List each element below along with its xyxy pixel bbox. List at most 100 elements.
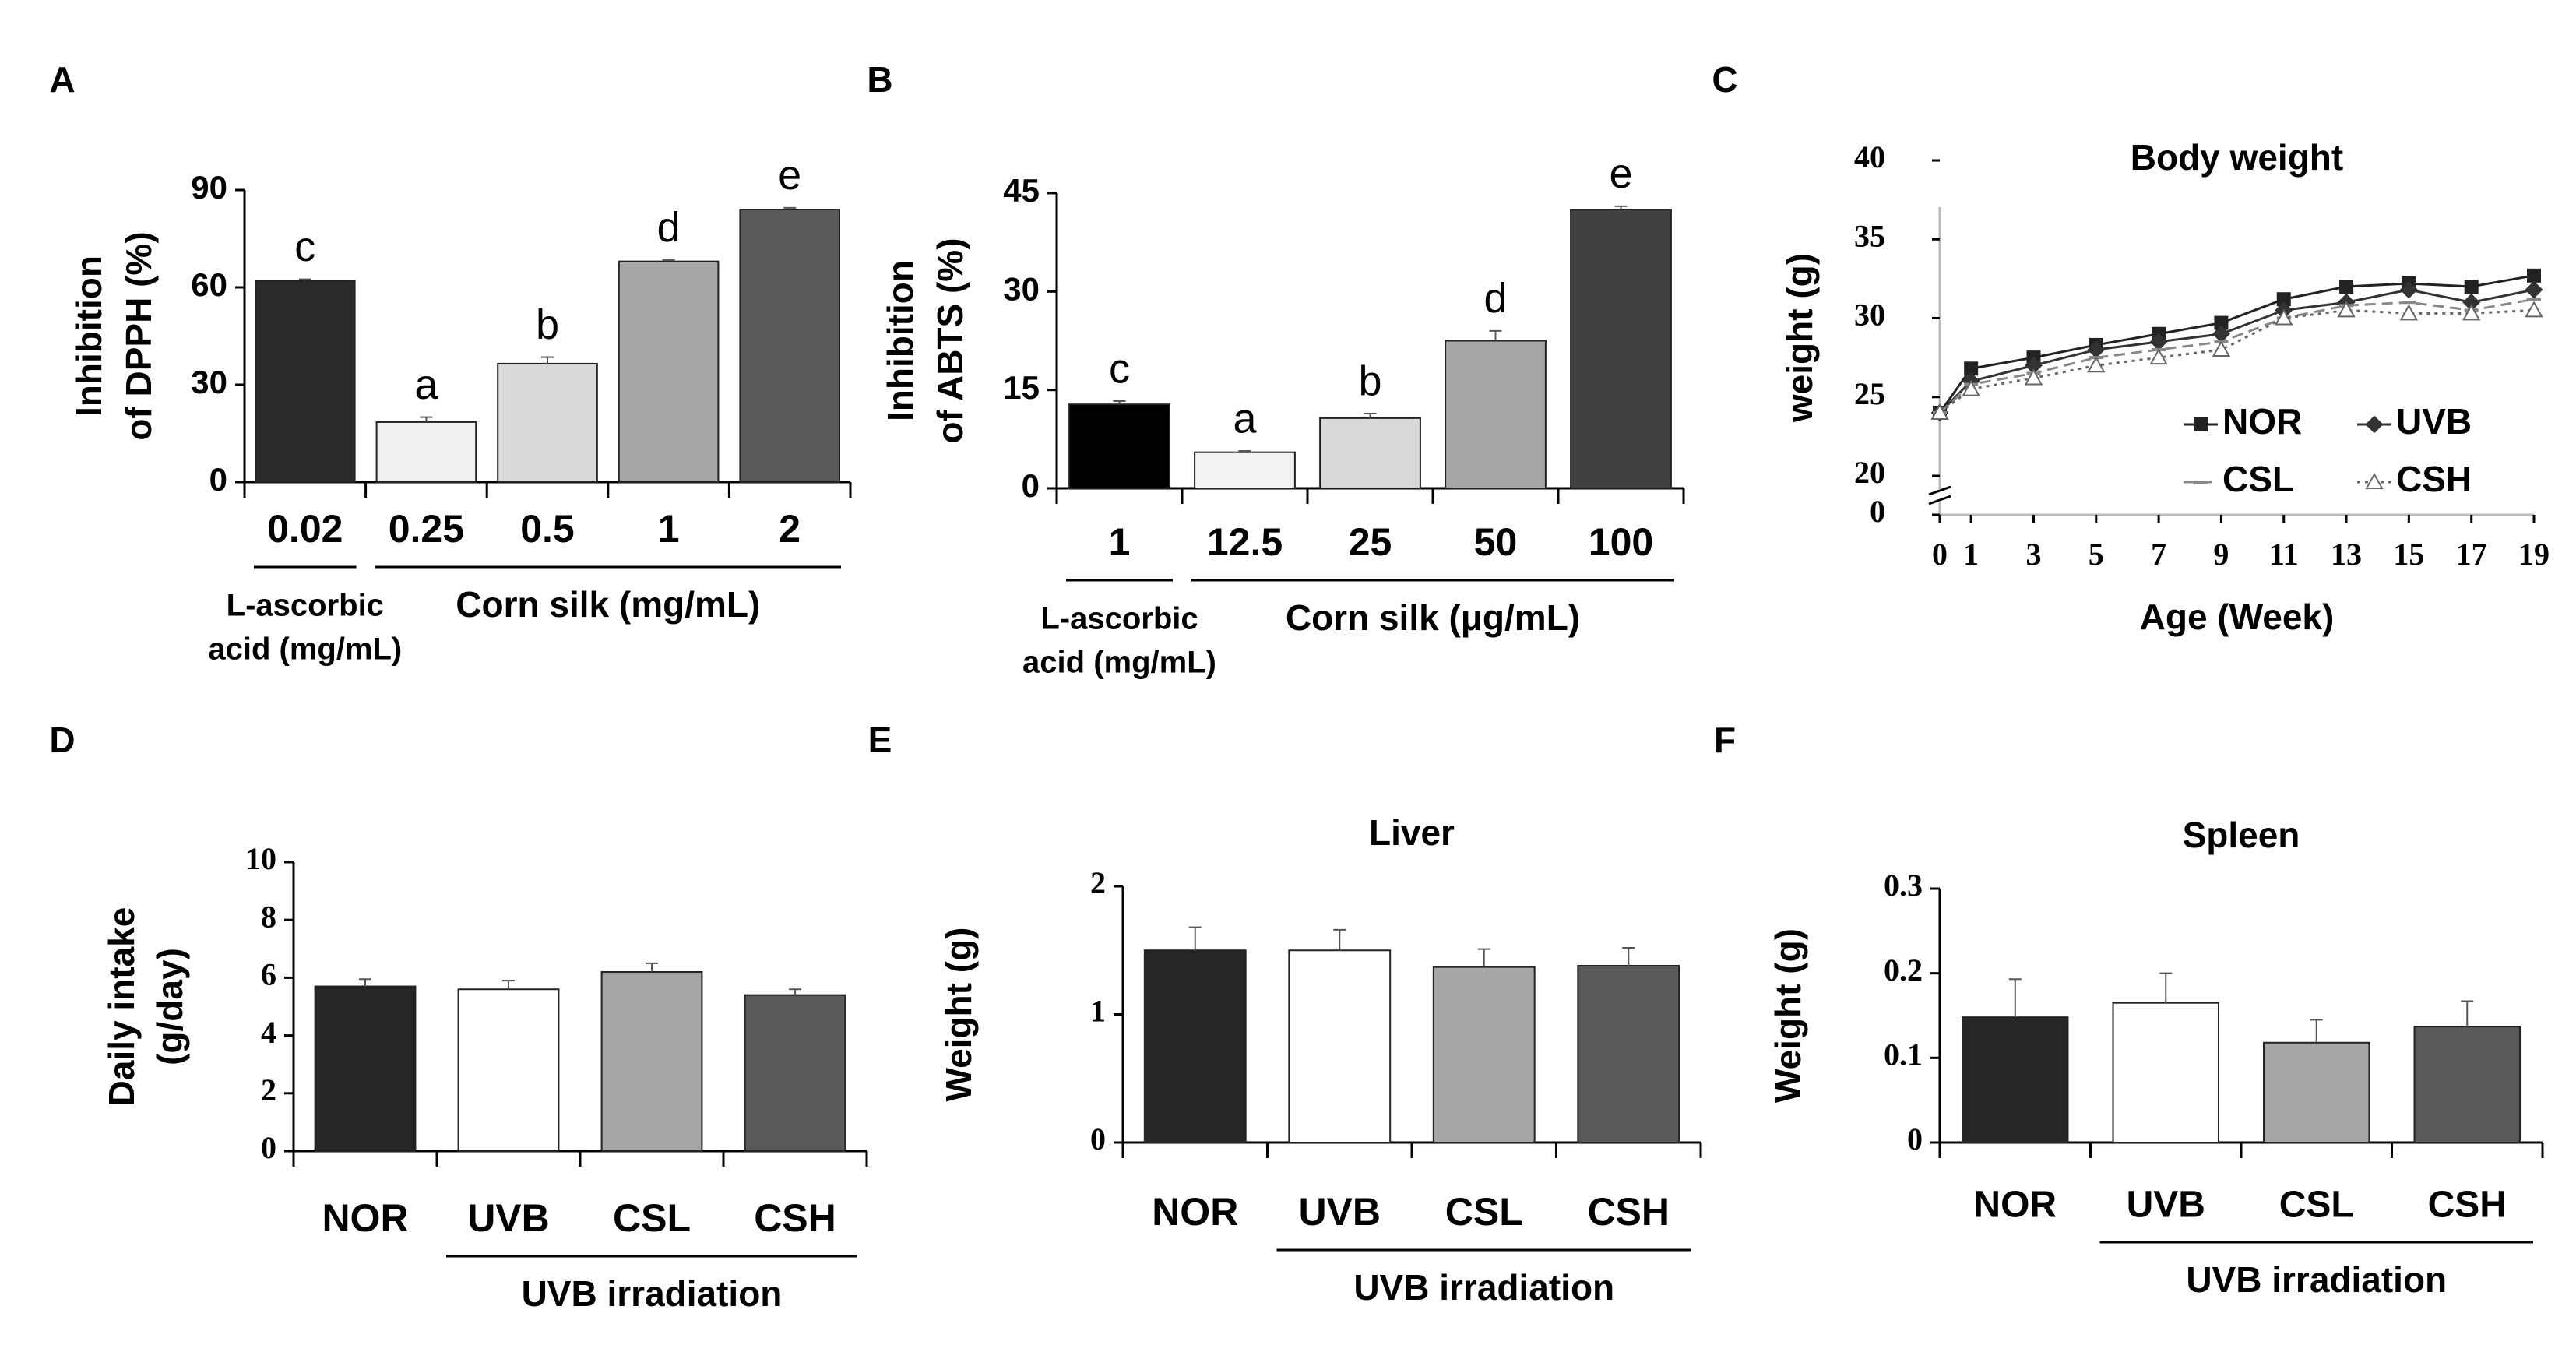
y-axis-label: weight (g) — [1779, 253, 1820, 423]
bar — [1445, 340, 1547, 489]
series-line — [1939, 308, 2535, 414]
bar — [457, 988, 560, 1152]
x-tick-label: 2 — [779, 507, 801, 551]
bar — [1288, 949, 1392, 1143]
group-label: L-ascorbic — [227, 589, 384, 623]
significance-letter: e — [1609, 150, 1632, 197]
y-tick-label: 2 — [261, 1072, 276, 1107]
panel-letter: E — [868, 720, 892, 760]
y-tick-label: 35 — [1854, 218, 1885, 253]
legend-label: UVB — [2396, 401, 2472, 442]
bar — [2263, 1041, 2370, 1143]
significance-letter: b — [1358, 357, 1381, 404]
marker — [2212, 340, 2231, 357]
chart-title: Body weight — [2131, 137, 2343, 178]
y-tick-label: 0.2 — [1884, 952, 1923, 988]
group-label: UVB irradiation — [2186, 1259, 2447, 1300]
y-tick-label: 20 — [1854, 455, 1885, 490]
x-tick-label: 11 — [2269, 537, 2299, 572]
x-tick-label: 25 — [1349, 520, 1392, 564]
bar — [1319, 417, 1421, 489]
y-tick-label: 4 — [261, 1015, 276, 1050]
marker — [2399, 304, 2419, 321]
marker — [2365, 415, 2384, 434]
legend-label: CSL — [2222, 459, 2294, 499]
group-label: UVB irradiation — [1353, 1267, 1614, 1308]
bar — [1068, 403, 1170, 489]
y-tick-label: 0.3 — [1884, 868, 1923, 903]
marker — [2525, 301, 2543, 318]
x-tick-label: CSH — [754, 1196, 836, 1240]
x-tick-label: NOR — [1152, 1190, 1238, 1234]
x-tick-label: 9 — [2213, 537, 2229, 572]
group-label: UVB irradiation — [522, 1273, 783, 1314]
x-tick-label: 1 — [658, 507, 680, 551]
x-tick-label: CSH — [2428, 1185, 2507, 1226]
group-label: L-ascorbic — [1040, 602, 1198, 636]
y-tick-label: 15 — [1003, 369, 1040, 406]
group-label: Corn silk (mg/mL) — [456, 584, 760, 625]
significance-letter: a — [414, 361, 438, 408]
x-tick-label: 50 — [1474, 520, 1518, 564]
bar — [2112, 1002, 2219, 1143]
significance-letter: b — [536, 301, 559, 348]
marker — [2464, 280, 2479, 294]
x-tick-label: 15 — [2393, 537, 2424, 572]
marker — [2337, 301, 2356, 318]
marker — [2462, 304, 2481, 321]
bar — [375, 421, 477, 484]
group-label: Corn silk (μg/mL) — [1286, 597, 1580, 638]
x-tick-label: CSH — [1587, 1190, 1670, 1234]
y-axis-label: Inhibition — [69, 255, 109, 417]
y-axis-label: of DPPH (%) — [118, 231, 159, 440]
legend-label: NOR — [2222, 401, 2302, 442]
bar — [314, 985, 417, 1153]
x-tick-label: CSL — [2279, 1185, 2354, 1226]
y-tick-label: 25 — [1854, 376, 1885, 411]
marker — [2365, 472, 2384, 489]
y-tick-label: 0 — [1907, 1121, 1923, 1157]
x-tick-label: 3 — [2025, 537, 2041, 572]
marker — [2087, 356, 2106, 373]
x-tick-label: 19 — [2518, 537, 2550, 572]
x-tick-label: UVB — [2127, 1185, 2205, 1226]
x-tick-label: UVB — [1298, 1190, 1381, 1234]
bar — [1962, 1016, 2069, 1143]
x-tick-label: NOR — [322, 1196, 408, 1240]
bar — [600, 970, 703, 1152]
y-tick-label: 0 — [1090, 1121, 1106, 1157]
bar — [2413, 1026, 2521, 1144]
significance-letter: a — [1233, 395, 1257, 442]
chart-title: Spleen — [2183, 815, 2300, 855]
x-axis-label: Age (Week) — [2140, 597, 2335, 637]
x-tick-label: 12.5 — [1207, 520, 1283, 564]
y-tick-label: 30 — [1854, 298, 1885, 333]
panel-letter: B — [867, 59, 892, 100]
group-label: acid (mg/mL) — [1022, 646, 1216, 680]
x-tick-label: 13 — [2331, 537, 2362, 572]
panel-letter: A — [49, 59, 75, 100]
bar — [1143, 949, 1247, 1143]
y-tick-label: 40 — [1854, 139, 1885, 174]
significance-letter: d — [1483, 275, 1507, 322]
marker — [1930, 403, 1949, 420]
marker — [2527, 268, 2541, 283]
significance-letter: c — [294, 224, 315, 270]
marker — [2275, 308, 2293, 326]
panel-letter: F — [1714, 720, 1736, 760]
axis-break — [1928, 495, 1951, 505]
y-axis-label: Daily intake — [101, 907, 142, 1107]
y-tick-label: 0 — [261, 1130, 276, 1165]
y-tick-label: 0 — [209, 461, 227, 498]
bar — [497, 362, 598, 483]
y-axis-label: Weight (g) — [1768, 928, 1808, 1103]
panel-letter: C — [1712, 59, 1737, 100]
x-tick-label: 0 — [1932, 537, 1948, 572]
y-axis-label: Inhibition — [880, 260, 920, 421]
x-tick-label: NOR — [1973, 1185, 2057, 1226]
legend-label: CSH — [2396, 459, 2472, 499]
marker — [2024, 368, 2043, 386]
x-tick-label: 17 — [2456, 537, 2487, 572]
